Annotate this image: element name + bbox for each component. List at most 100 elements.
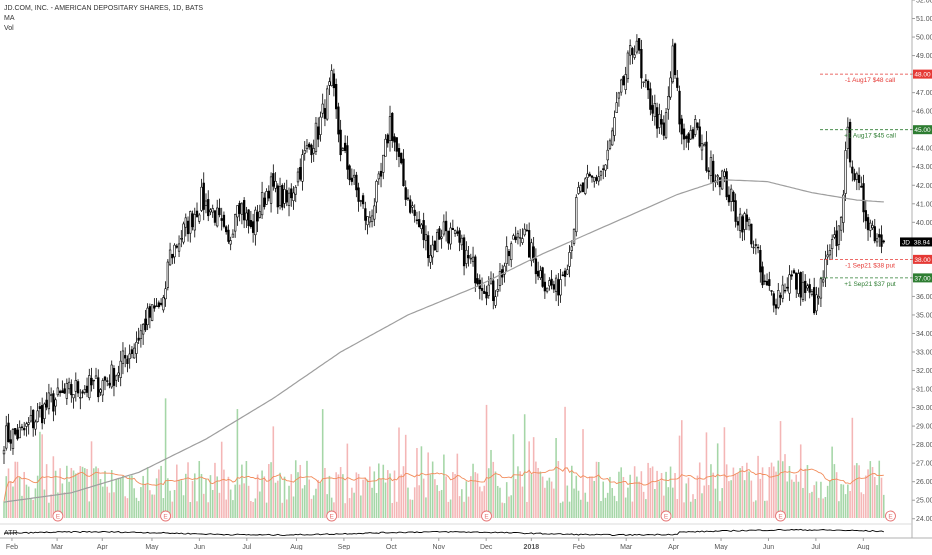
candle-body [108,382,111,386]
candle-body [18,427,21,439]
vol-study-label[interactable]: Vol [4,25,14,32]
volume-bar [283,476,286,518]
candle-body [727,194,731,203]
volume-bar [463,501,465,518]
candle-body [323,108,327,119]
candle-body [137,337,140,341]
volume-bar [685,483,688,518]
candle-body [813,287,816,314]
candle-body [768,279,771,287]
volume-bar [25,484,28,518]
volume-bar [584,492,587,518]
volume-bar [113,492,115,518]
last-price-tag [900,237,932,247]
candle-body [664,112,668,139]
candle-body [83,389,86,393]
ma-study-label[interactable]: MA [4,15,15,22]
time-tick-label: Jun [763,544,774,550]
volume-bar [496,485,499,518]
volume-bar [422,478,425,518]
candle-body [709,157,713,176]
candle-body [357,187,360,202]
candle-body [694,119,697,135]
volume-bar [3,501,5,518]
volume-bar [328,475,331,518]
volume-bar [236,409,239,518]
volume-bar [285,499,288,518]
candle-body [882,240,885,243]
candle-body [254,209,257,236]
volume-bar [288,485,290,518]
candle-body [528,230,531,258]
candle-body [260,192,264,216]
candle-body [561,274,564,276]
volume-bar [501,502,504,518]
candle-body [370,215,374,222]
candle-body [539,270,542,279]
candle-body [341,148,345,151]
candle-body [671,45,674,83]
candle-body [442,221,446,235]
candle-body [397,148,401,157]
volume-bar [555,438,557,518]
candle-body [74,380,77,392]
volume-bar [604,497,607,518]
candle-body [168,249,172,266]
volume-bar [530,474,533,518]
candle-body [79,397,82,399]
volume-bar [189,502,192,518]
volume-bar [820,481,822,518]
time-tick-label: Jul [811,544,820,550]
volume-bar [393,470,396,518]
candle-body [772,293,775,306]
candle-body [29,415,33,422]
candle-body [628,45,632,56]
volume-bar [526,501,528,518]
candle-body [635,40,639,53]
earnings-marker [885,510,896,522]
volume-bar [48,502,50,518]
volume-bar [734,473,737,518]
volume-bar [840,484,842,518]
candle-body [332,73,336,89]
volume-bar [202,493,205,518]
volume-bar [133,488,135,518]
volume-bar [757,455,759,518]
candle-body [90,377,93,386]
volume-bar [110,470,113,518]
candle-body [207,199,210,217]
volume-bar [418,485,420,518]
volume-bar [595,461,598,518]
volume-bar [465,481,468,518]
volume-bar [373,471,376,518]
volume-bar [317,479,319,518]
candle-body [328,81,331,86]
candle-body [406,197,410,200]
volume-bar [225,499,227,518]
volume-bar [312,495,315,518]
candle-body [469,257,472,260]
candle-body [112,368,116,386]
volume-bar [838,501,840,518]
symbol-title[interactable]: JD.COM, INC. - AMERICAN DEPOSITARY SHARE… [4,5,204,12]
volume-bar [761,467,764,518]
volume-bar [310,498,313,518]
volume-bar [725,464,728,518]
volume-bar [227,476,230,518]
atr-study-label: ATR [4,530,17,537]
volume-bar [867,469,869,518]
volume-bar [510,495,512,518]
volume-bar [741,466,744,518]
candle-body [736,221,740,226]
candle-body [804,280,807,293]
option-level-text: -1 Aug17 $48 call [845,77,896,84]
candle-body [750,223,753,245]
candle-body [234,214,237,232]
candle-body [200,186,203,211]
candle-body [507,250,511,257]
candle-body [38,406,42,409]
volume-bar [514,479,517,518]
volume-bar [689,501,692,518]
volume-bar [339,467,342,518]
